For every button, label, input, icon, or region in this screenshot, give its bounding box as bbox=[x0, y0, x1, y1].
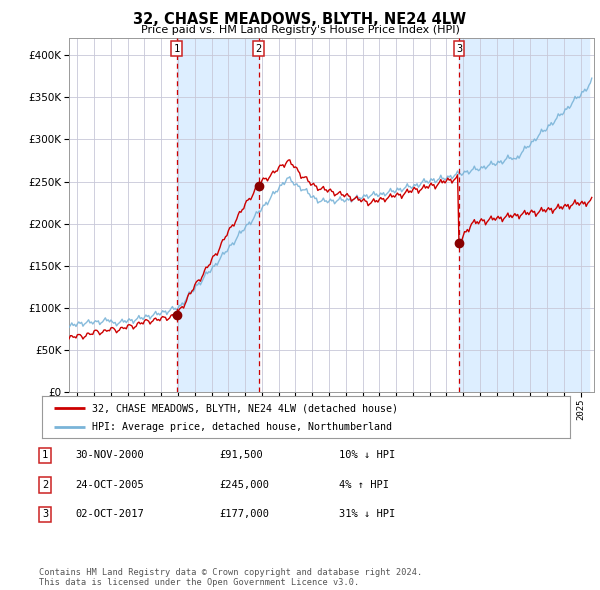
Bar bbox=[459, 38, 589, 392]
Text: 32, CHASE MEADOWS, BLYTH, NE24 4LW (detached house): 32, CHASE MEADOWS, BLYTH, NE24 4LW (deta… bbox=[92, 403, 398, 413]
Text: 3: 3 bbox=[456, 44, 462, 54]
Text: 2: 2 bbox=[256, 44, 262, 54]
Text: £91,500: £91,500 bbox=[219, 451, 263, 460]
Text: 1: 1 bbox=[42, 451, 48, 460]
Text: 24-OCT-2005: 24-OCT-2005 bbox=[75, 480, 144, 490]
Text: £245,000: £245,000 bbox=[219, 480, 269, 490]
Text: 2: 2 bbox=[42, 480, 48, 490]
Bar bbox=[176, 38, 259, 392]
Text: 32, CHASE MEADOWS, BLYTH, NE24 4LW: 32, CHASE MEADOWS, BLYTH, NE24 4LW bbox=[133, 12, 467, 27]
Text: 02-OCT-2017: 02-OCT-2017 bbox=[75, 510, 144, 519]
Text: 10% ↓ HPI: 10% ↓ HPI bbox=[339, 451, 395, 460]
Text: HPI: Average price, detached house, Northumberland: HPI: Average price, detached house, Nort… bbox=[92, 422, 392, 432]
Text: 3: 3 bbox=[42, 510, 48, 519]
Text: 4% ↑ HPI: 4% ↑ HPI bbox=[339, 480, 389, 490]
Text: Price paid vs. HM Land Registry's House Price Index (HPI): Price paid vs. HM Land Registry's House … bbox=[140, 25, 460, 35]
Text: 30-NOV-2000: 30-NOV-2000 bbox=[75, 451, 144, 460]
Text: 1: 1 bbox=[173, 44, 180, 54]
Text: Contains HM Land Registry data © Crown copyright and database right 2024.
This d: Contains HM Land Registry data © Crown c… bbox=[39, 568, 422, 587]
Text: £177,000: £177,000 bbox=[219, 510, 269, 519]
Text: 31% ↓ HPI: 31% ↓ HPI bbox=[339, 510, 395, 519]
